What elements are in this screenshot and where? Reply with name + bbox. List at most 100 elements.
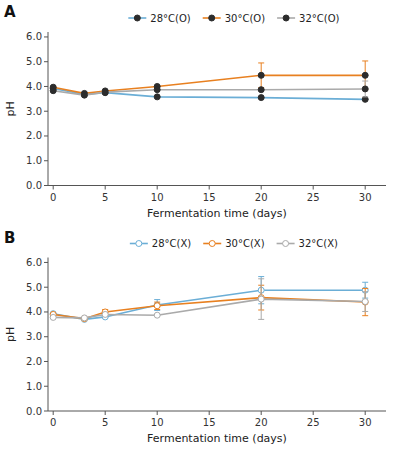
legend-item: 30°C(X)	[203, 238, 264, 249]
y-axis-line	[48, 258, 49, 412]
series-line	[53, 89, 365, 95]
y-tick-label: 3.0	[26, 331, 42, 342]
y-tick	[44, 336, 48, 337]
x-tick	[365, 411, 366, 415]
legend-label: 32°C(O)	[299, 13, 339, 24]
y-tick-label: 5.0	[26, 282, 42, 293]
legend-item: 32°C(X)	[277, 238, 338, 249]
y-tick	[44, 311, 48, 312]
legend: 28°C(O) 30°C(O) 32°C(O)	[128, 13, 339, 24]
x-tick	[209, 186, 210, 190]
marker	[50, 314, 56, 320]
legend-label: 28°C(X)	[152, 238, 191, 249]
marker	[81, 92, 87, 98]
marker	[154, 87, 160, 93]
y-tick-label: 2.0	[26, 130, 42, 141]
marker	[81, 316, 87, 322]
x-tick-label: 5	[102, 417, 108, 428]
y-tick	[44, 287, 48, 288]
y-tick-label: 4.0	[26, 81, 42, 92]
y-axis-label: pH	[4, 327, 17, 342]
series	[50, 277, 368, 323]
marker	[81, 315, 87, 321]
x-tick	[157, 411, 158, 415]
error-bar	[362, 81, 368, 97]
y-tick	[44, 185, 48, 186]
legend-label: 28°C(O)	[150, 13, 190, 24]
legend-marker	[209, 241, 215, 247]
error-bar	[154, 302, 160, 309]
y-tick	[44, 160, 48, 161]
y-axis-label: pH	[4, 101, 17, 116]
error-bar	[258, 63, 264, 88]
legend-item: 28°C(O)	[128, 13, 190, 24]
x-tick	[313, 186, 314, 190]
marker	[154, 312, 160, 318]
y-tick	[44, 386, 48, 387]
x-tick-label: 25	[307, 417, 320, 428]
legend-label: 30°C(O)	[225, 13, 265, 24]
series	[50, 61, 368, 96]
marker	[102, 89, 108, 95]
y-tick	[44, 361, 48, 362]
legend-marker	[283, 15, 289, 21]
marker	[362, 86, 368, 92]
x-tick-label: 20	[255, 192, 268, 203]
x-tick-label: 20	[255, 417, 268, 428]
panel: 0.01.02.03.04.05.06.0051015202530Ferment…	[4, 3, 386, 220]
legend: 28°C(X) 30°C(X) 32°C(X)	[130, 238, 338, 249]
x-tick-label: 10	[151, 417, 164, 428]
marker	[81, 91, 87, 97]
figure: 0.0 1.0 2.0 3.0 4.0 5.0 6.0 0 5 10 15 20 25 30 Ferment…	[0, 0, 397, 451]
marker	[258, 87, 264, 93]
y-tick	[44, 111, 48, 112]
y-tick-label: 6.0	[26, 257, 42, 268]
x-axis-line	[48, 185, 386, 186]
y-tick-label: 0.0	[26, 180, 42, 191]
y-tick-label: 5.0	[26, 56, 42, 67]
series	[50, 85, 368, 102]
y-tick-label: 4.0	[26, 306, 42, 317]
y-tick-label: 2.0	[26, 356, 42, 367]
error-bar	[362, 288, 368, 315]
plot-area	[50, 61, 368, 102]
x-tick-label: 0	[50, 192, 56, 203]
marker	[50, 88, 56, 94]
series	[50, 81, 368, 98]
x-tick	[105, 411, 106, 415]
error-bar	[258, 279, 264, 320]
marker	[362, 299, 368, 305]
legend-label: 30°C(X)	[225, 238, 264, 249]
marker	[154, 94, 160, 100]
marker	[102, 90, 108, 96]
plot-area	[50, 277, 368, 323]
y-tick-label: 0.0	[26, 406, 42, 417]
y-tick-label: 3.0	[26, 106, 42, 117]
y-tick	[44, 61, 48, 62]
series	[50, 279, 368, 321]
y-tick-label: 1.0	[26, 155, 42, 166]
y-tick-label: 6.0	[26, 31, 42, 42]
x-tick-label: 5	[102, 192, 108, 203]
marker	[362, 299, 368, 305]
x-axis-label: Fermentation time (days)	[147, 432, 287, 445]
x-tick	[365, 186, 366, 190]
marker	[258, 72, 264, 78]
x-tick	[105, 186, 106, 190]
series-line	[53, 298, 365, 319]
error-bar	[154, 300, 160, 311]
x-tick	[313, 411, 314, 415]
marker	[154, 302, 160, 308]
marker	[154, 303, 160, 309]
panel: 0.01.02.03.04.05.06.0051015202530Ferment…	[4, 229, 386, 446]
panel-label: B	[4, 229, 15, 247]
y-tick	[44, 86, 48, 87]
x-axis-line	[48, 411, 386, 412]
marker	[102, 311, 108, 317]
marker	[362, 72, 368, 78]
x-tick-label: 30	[359, 192, 372, 203]
error-bar	[362, 292, 368, 312]
x-tick	[53, 411, 54, 415]
x-tick-label: 15	[203, 192, 216, 203]
x-tick-label: 10	[151, 192, 164, 203]
